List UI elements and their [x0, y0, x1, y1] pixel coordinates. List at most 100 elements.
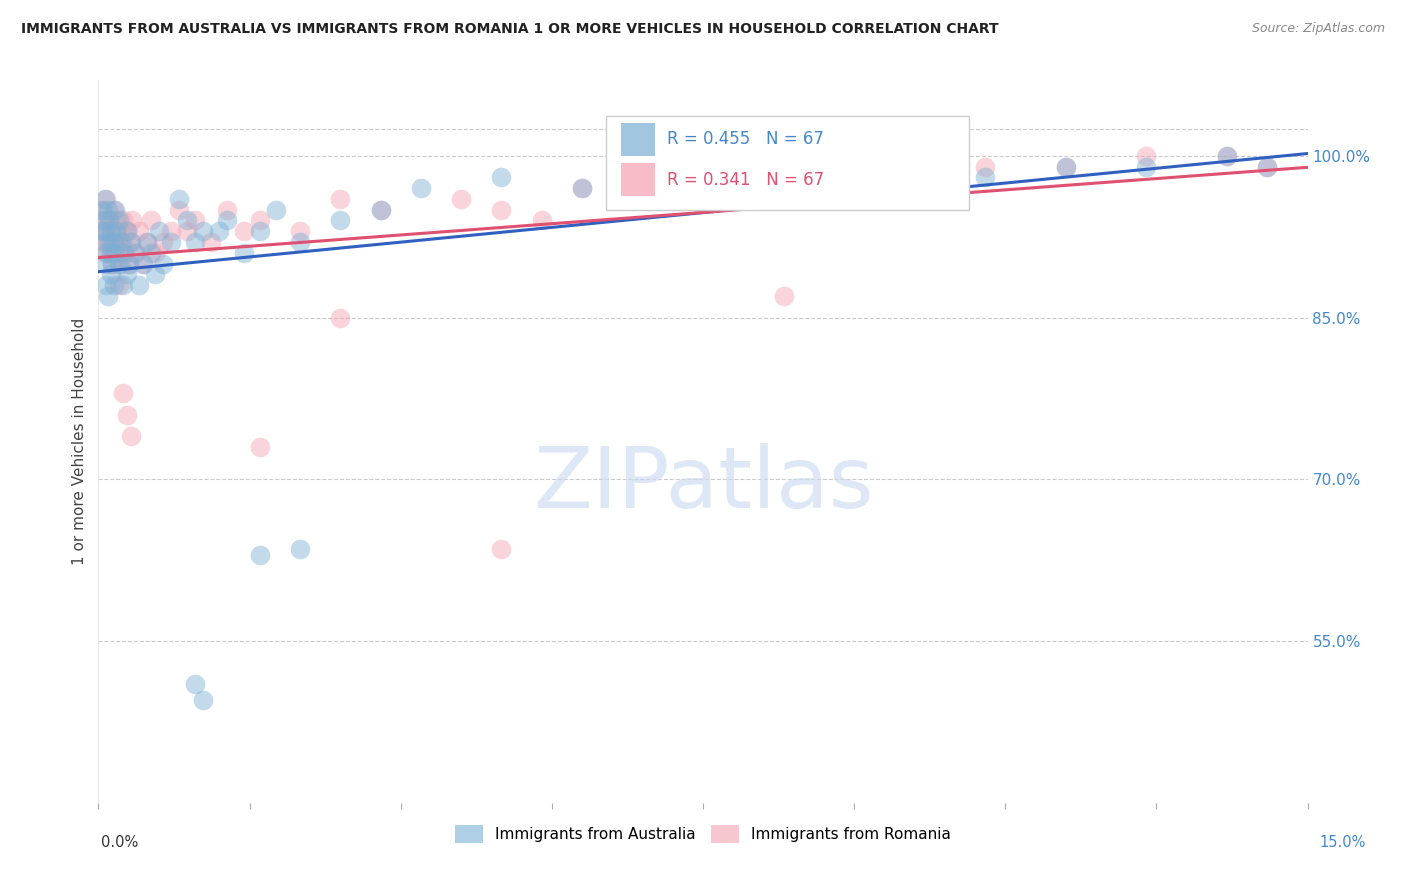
Point [193, 224, 215, 238]
Point [103, 202, 125, 217]
Point [111, 278, 134, 293]
Point [152, 235, 174, 249]
Point [98, 235, 121, 249]
Text: IMMIGRANTS FROM AUSTRALIA VS IMMIGRANTS FROM ROMANIA 1 OR MORE VEHICLES IN HOUSE: IMMIGRANTS FROM AUSTRALIA VS IMMIGRANTS … [21, 22, 998, 37]
Point [370, 202, 392, 217]
Point [101, 235, 124, 249]
Point [96, 257, 118, 271]
Text: Source: ZipAtlas.com: Source: ZipAtlas.com [1251, 22, 1385, 36]
Point [103, 245, 125, 260]
Point [288, 235, 311, 249]
Point [249, 224, 271, 238]
Point [128, 278, 150, 293]
Point [101, 235, 124, 249]
Point [1054, 160, 1077, 174]
Point [97, 202, 120, 217]
Point [111, 235, 134, 249]
Point [135, 235, 157, 249]
Point [184, 235, 207, 249]
Point [491, 202, 513, 217]
Point [893, 170, 915, 185]
Point [651, 181, 673, 195]
Point [124, 245, 146, 260]
Point [1256, 160, 1278, 174]
Text: ZIPatlas: ZIPatlas [533, 443, 873, 526]
Point [94, 192, 117, 206]
Point [112, 245, 135, 260]
Point [96, 224, 118, 238]
Point [120, 235, 142, 249]
Point [139, 245, 162, 260]
Point [450, 192, 472, 206]
Point [329, 310, 352, 325]
Point [160, 224, 183, 238]
Point [409, 181, 432, 195]
Y-axis label: 1 or more Vehicles in Household: 1 or more Vehicles in Household [72, 318, 87, 566]
FancyBboxPatch shape [621, 163, 655, 196]
Point [107, 245, 129, 260]
Point [101, 257, 124, 271]
Point [112, 245, 135, 260]
Point [115, 268, 138, 282]
Point [107, 235, 129, 249]
Point [97, 213, 120, 227]
Point [893, 160, 915, 174]
Point [110, 235, 132, 249]
Legend: Immigrants from Australia, Immigrants from Romania: Immigrants from Australia, Immigrants fr… [450, 819, 956, 849]
Point [491, 170, 513, 185]
Point [98, 213, 121, 227]
Point [97, 289, 120, 303]
Point [530, 213, 553, 227]
Point [118, 257, 141, 271]
Point [1216, 149, 1239, 163]
Point [93, 213, 115, 227]
Point [111, 386, 134, 401]
Point [1256, 160, 1278, 174]
Point [93, 235, 115, 249]
Point [288, 224, 311, 238]
Point [115, 224, 138, 238]
Point [208, 224, 231, 238]
Point [1135, 149, 1157, 163]
Point [329, 213, 352, 227]
FancyBboxPatch shape [621, 123, 655, 156]
Point [100, 268, 122, 282]
Point [370, 202, 392, 217]
Text: R = 0.455   N = 67: R = 0.455 N = 67 [666, 130, 824, 148]
Point [651, 181, 673, 195]
Point [120, 235, 142, 249]
Point [184, 677, 207, 691]
Point [94, 213, 117, 227]
Point [97, 235, 120, 249]
Point [176, 213, 198, 227]
Point [152, 257, 174, 271]
Point [94, 245, 117, 260]
Point [96, 224, 118, 238]
Point [107, 213, 129, 227]
Point [148, 224, 170, 238]
Point [143, 245, 166, 260]
Point [264, 202, 287, 217]
Point [96, 278, 118, 293]
Point [288, 542, 311, 557]
Text: 15.0%: 15.0% [1320, 836, 1365, 850]
Point [329, 192, 352, 206]
Bar [606, 117, 969, 211]
Point [115, 224, 138, 238]
Point [103, 278, 125, 293]
Point [115, 408, 138, 422]
Point [1135, 160, 1157, 174]
Point [90, 224, 112, 238]
Point [105, 213, 128, 227]
Point [105, 224, 128, 238]
Point [94, 245, 117, 260]
Point [107, 257, 129, 271]
Point [108, 224, 131, 238]
Point [217, 202, 239, 217]
Point [107, 278, 129, 293]
Point [176, 224, 198, 238]
Point [94, 235, 117, 249]
Point [103, 202, 125, 217]
Point [571, 181, 593, 195]
Point [974, 160, 997, 174]
